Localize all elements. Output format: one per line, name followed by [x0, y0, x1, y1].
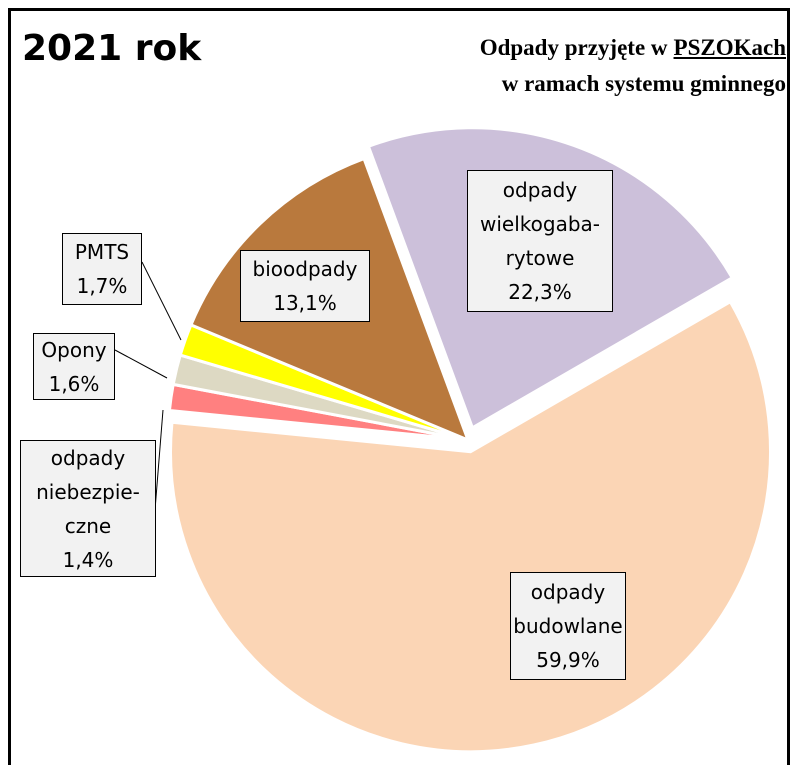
chart-title: 2021 rok — [22, 28, 202, 69]
value-label: 1,4% — [62, 547, 114, 572]
value-label: 1,7% — [76, 274, 128, 298]
category-label: odpady wielkogaba- rytowe — [480, 178, 600, 270]
category-label: bioodpady — [252, 257, 358, 281]
value-label: 22,3% — [508, 280, 572, 304]
frame — [8, 8, 790, 765]
data-label: bioodpady 13,1% — [240, 250, 370, 322]
value-label: 13,1% — [273, 291, 337, 315]
subtitle-underlined: PSZOKach — [673, 35, 786, 60]
data-label: odpady budowlane 59,9% — [510, 572, 626, 680]
data-label: Opony 1,6% — [33, 333, 115, 400]
leader-line — [154, 409, 164, 511]
leader-line — [141, 261, 182, 341]
category-label: PMTS — [74, 240, 130, 264]
category-label: odpady niebezpie- czne — [36, 445, 140, 538]
chart-subtitle: Odpady przyjęte w PSZOKach w ramach syste… — [480, 30, 786, 102]
category-label: odpady budowlane — [513, 580, 623, 638]
value-label: 1,6% — [48, 371, 100, 396]
data-label: odpady niebezpie- czne 1,4% — [20, 440, 156, 577]
value-label: 59,9% — [536, 648, 600, 672]
data-label: PMTS 1,7% — [62, 233, 142, 305]
data-label: odpady wielkogaba- rytowe 22,3% — [467, 170, 613, 312]
subtitle-text: Odpady przyjęte w — [479, 35, 668, 60]
category-label: Opony — [41, 337, 107, 362]
subtitle-line: w ramach systemu gminnego — [501, 71, 786, 96]
subtitle-line: Odpady przyjęte w PSZOKach — [480, 30, 786, 66]
leader-line — [114, 349, 168, 379]
